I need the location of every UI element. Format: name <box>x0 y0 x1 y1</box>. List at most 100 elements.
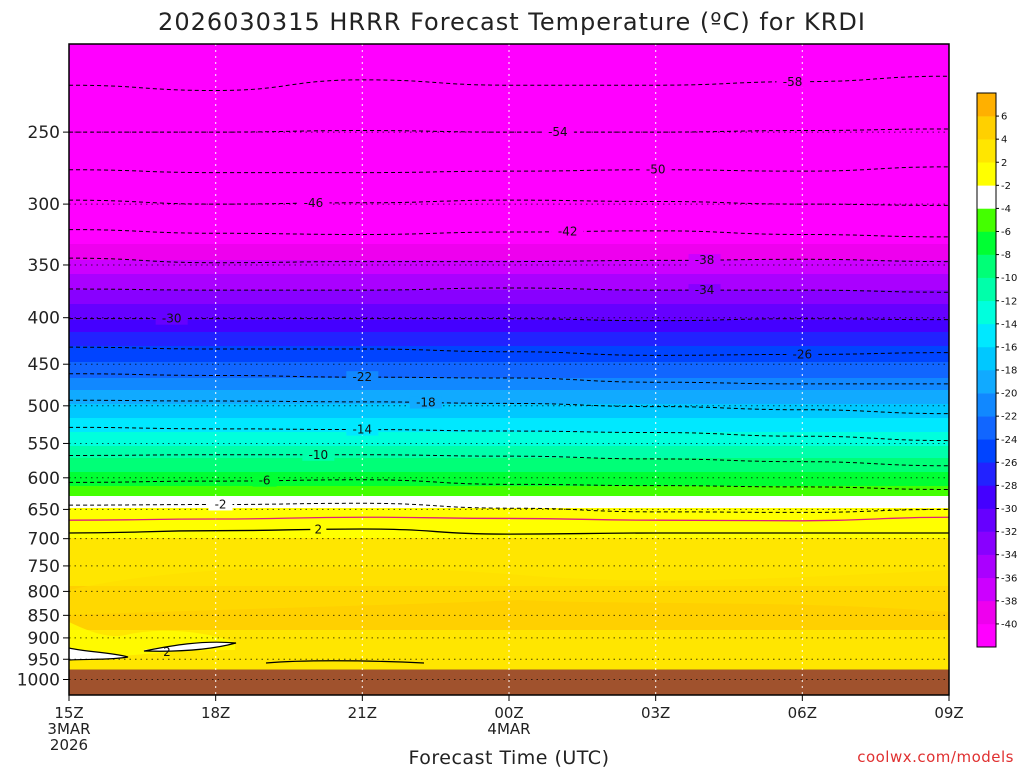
temperature-band <box>69 486 949 489</box>
temperature-band <box>69 480 949 483</box>
colorbar-label: -12 <box>1001 296 1017 307</box>
temperature-band <box>69 622 949 625</box>
contour-label-background <box>310 523 327 536</box>
temperature-band <box>69 396 949 399</box>
colorbar-label: 6 <box>1001 112 1007 123</box>
temperature-band <box>69 636 949 639</box>
temperature-band <box>69 394 949 397</box>
temperature-band <box>69 106 949 109</box>
temperature-band <box>69 558 949 561</box>
temperature-band <box>69 282 949 285</box>
temperature-band <box>69 330 949 333</box>
contour-label-background <box>346 423 379 436</box>
temperature-band <box>69 64 949 67</box>
colorbar-label: -2 <box>1001 181 1011 192</box>
x-tick-label: 21Z <box>348 704 377 722</box>
temperature-band <box>69 318 949 321</box>
contour-line <box>69 528 949 535</box>
y-tick-label: 300 <box>28 195 60 215</box>
temperature-band <box>69 246 949 249</box>
temperature-band <box>69 148 949 151</box>
temperature-band <box>69 186 949 189</box>
x-tick-label: 00Z <box>494 704 523 722</box>
temperature-band <box>69 492 949 495</box>
x-tick-label: 06Z <box>788 704 817 722</box>
contour-line <box>69 647 129 661</box>
temperature-band <box>69 312 949 315</box>
colorbar-label: -22 <box>1001 412 1017 423</box>
temperature-band <box>69 412 949 415</box>
temperature-contours: -58-54-50-46-42-38-34-30-26-22-18-14-10-… <box>69 75 949 664</box>
temperature-band <box>69 136 949 139</box>
contour-label: -42 <box>558 225 578 239</box>
temperature-band <box>69 378 949 381</box>
temperature-band <box>69 348 949 351</box>
contour-line <box>143 641 237 652</box>
colorbar-swatch <box>977 254 996 278</box>
temperature-band <box>69 516 949 519</box>
temperature-band <box>69 78 949 81</box>
temperature-band <box>69 342 949 345</box>
colorbar-swatch <box>977 323 996 348</box>
temperature-band <box>69 438 949 441</box>
contour-label-background <box>551 225 584 238</box>
temperature-band <box>69 54 949 57</box>
contour-label: -2 <box>215 497 227 511</box>
temperature-band <box>69 376 949 379</box>
temperature-band <box>69 610 949 613</box>
y-tick-label: 700 <box>28 530 60 550</box>
temperature-band <box>69 52 949 55</box>
temperature-band <box>69 426 949 429</box>
colorbar-swatch <box>977 208 996 232</box>
temperature-band <box>69 640 949 643</box>
temperature-band <box>69 46 949 49</box>
temperature-band <box>69 388 949 391</box>
colorbar-swatch <box>977 300 996 325</box>
temperature-band <box>69 238 949 241</box>
temperature-band <box>69 180 949 183</box>
temperature-band <box>69 48 949 51</box>
colorbar-label: 4 <box>1001 135 1007 146</box>
temperature-band <box>69 118 949 121</box>
colorbar-label: -28 <box>1001 481 1017 492</box>
below-ground-fill <box>69 669 949 695</box>
temperature-band <box>69 214 949 217</box>
contour-label-background <box>688 284 721 297</box>
temperature-band <box>69 468 949 471</box>
temperature-band <box>69 652 949 655</box>
contour-label: -26 <box>793 347 813 361</box>
colorbar-label: -8 <box>1001 250 1011 261</box>
colorbar-swatch <box>977 370 996 394</box>
temperature-band <box>69 102 949 105</box>
temperature-band <box>69 366 949 369</box>
temperature-band <box>69 562 949 565</box>
temperature-band <box>69 316 949 319</box>
temperature-band <box>69 124 949 127</box>
temperature-band <box>69 76 949 79</box>
temperature-band <box>69 514 949 517</box>
colorbar-swatch <box>977 93 996 117</box>
temperature-band <box>69 418 949 421</box>
temperature-band <box>69 184 949 187</box>
temperature-band <box>69 252 949 255</box>
colorbar-swatch <box>977 416 996 440</box>
temperature-band <box>69 334 949 337</box>
temperature-band <box>69 402 949 405</box>
temperature-band <box>69 268 949 271</box>
temperature-band <box>69 202 949 205</box>
contour-label-background <box>252 474 277 487</box>
temperature-band <box>69 100 949 103</box>
temperature-band <box>69 210 949 213</box>
contour-label-background <box>639 163 672 176</box>
temperature-band <box>69 240 949 243</box>
temperature-band <box>69 430 949 433</box>
x-tick-label: 3MAR <box>47 720 90 738</box>
temperature-band <box>69 336 949 339</box>
temperature-band <box>69 120 949 123</box>
temperature-band <box>69 550 949 553</box>
x-axis-label: Forecast Time (UTC) <box>409 747 610 768</box>
temperature-band <box>69 130 949 133</box>
temperature-band <box>69 58 949 61</box>
temperature-band <box>69 364 949 367</box>
